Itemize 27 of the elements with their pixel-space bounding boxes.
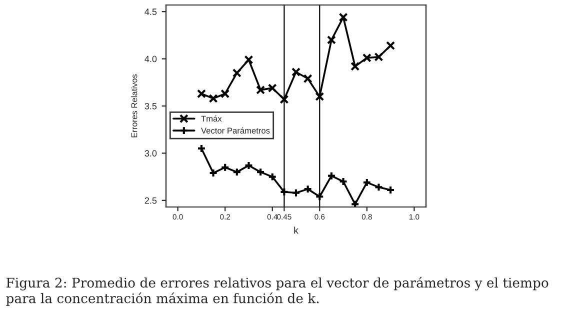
point — [315, 92, 324, 102]
point — [256, 85, 266, 94]
y-tick-label: 3.0 — [144, 150, 157, 157]
point — [196, 89, 206, 98]
y-tick-label: 4.5 — [144, 8, 157, 15]
point — [291, 68, 301, 77]
point — [244, 55, 254, 64]
y-tick-label: 4.0 — [144, 56, 157, 62]
legend-label: Tmáx — [201, 115, 222, 122]
legend-label: Vector Parámetros — [201, 127, 270, 134]
point — [220, 89, 230, 98]
point — [326, 35, 336, 44]
point — [374, 52, 384, 62]
point — [232, 68, 242, 78]
y-tick-label: 3.5 — [144, 102, 157, 110]
x-axis-title: k — [294, 226, 298, 234]
point — [350, 62, 360, 71]
point — [362, 53, 372, 62]
point — [303, 74, 312, 84]
y-tick-label: 2.5 — [144, 197, 157, 204]
y-axis-title: Errores Relativos — [131, 74, 138, 138]
text: Figura 2: Promedio de errores relativos para el vector de parámetros y el tiempo para la concentración máxima en función de k. — [6, 276, 548, 306]
point — [386, 41, 396, 50]
point — [280, 94, 289, 104]
point — [268, 84, 277, 93]
point — [208, 94, 218, 103]
point — [338, 12, 348, 22]
